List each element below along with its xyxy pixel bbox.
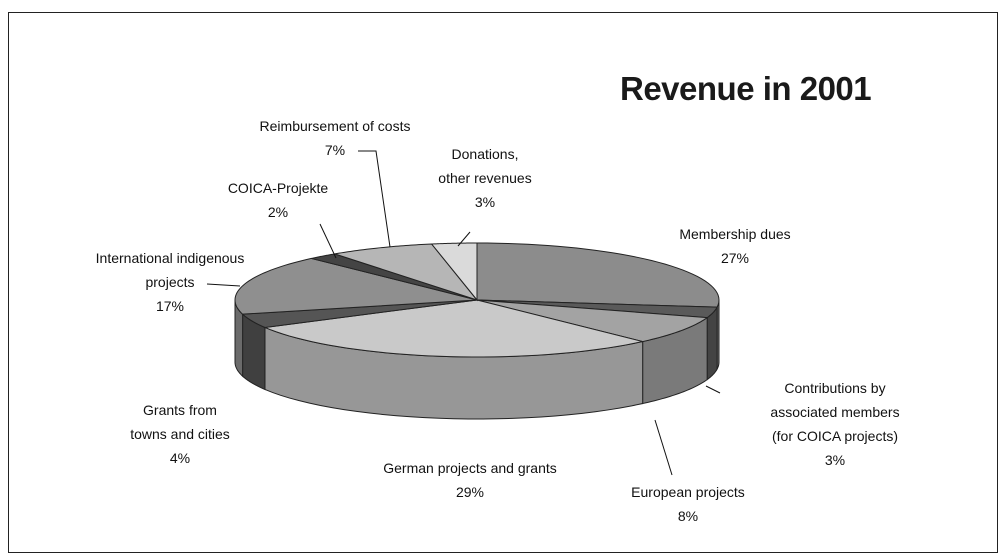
leader-line [705,385,721,394]
frame-border [8,12,998,553]
slice-label: Contributions by associated members (for… [770,376,899,472]
slice [234,257,478,315]
slice-label: European projects 8% [631,480,745,528]
value-label: 17% [155,298,185,314]
slice-label: International indigenous projects 17% [96,246,245,318]
slice-side [706,306,718,381]
category-label: German projects and grants [383,460,557,476]
value-label: 29% [455,484,485,500]
slice-label: Grants from towns and cities 4% [130,398,230,470]
slice [476,242,720,308]
leader-line [206,283,241,287]
slice [311,253,478,301]
chart-title: Revenue in 2001 [620,70,872,107]
slice-label: Donations, other revenues 3% [438,142,531,214]
leader-line [457,231,471,247]
category-label: International indigenous projects [95,250,245,290]
slice [430,242,478,302]
category-label: Contributions by associated members (for… [770,380,900,444]
slice [262,299,643,358]
value-label: 4% [169,450,191,466]
value-label: 7% [324,142,346,158]
slice [241,299,478,328]
slice [476,299,709,343]
slice-label: Membership dues 27% [679,222,790,270]
value-label: 3% [474,194,496,210]
slice-label: German projects and grants 29% [383,456,557,504]
value-label: 2% [267,204,289,220]
category-label: Donations, other revenues [438,146,532,186]
category-label: Membership dues [679,226,791,242]
category-label: Reimbursement of costs [259,118,411,134]
slice-label: COICA-Projekte 2% [228,176,328,224]
slice [334,243,479,301]
value-label: 27% [720,250,750,266]
leader-line [358,150,391,248]
category-label: Grants from towns and cities [130,402,230,442]
category-label: European projects [631,484,745,500]
slice-label: Reimbursement of costs 7% [260,114,411,162]
value-label: 3% [824,452,846,468]
leader-line [654,419,673,476]
value-label: 8% [677,508,699,524]
category-label: COICA-Projekte [227,180,329,196]
leader-line [319,223,337,259]
